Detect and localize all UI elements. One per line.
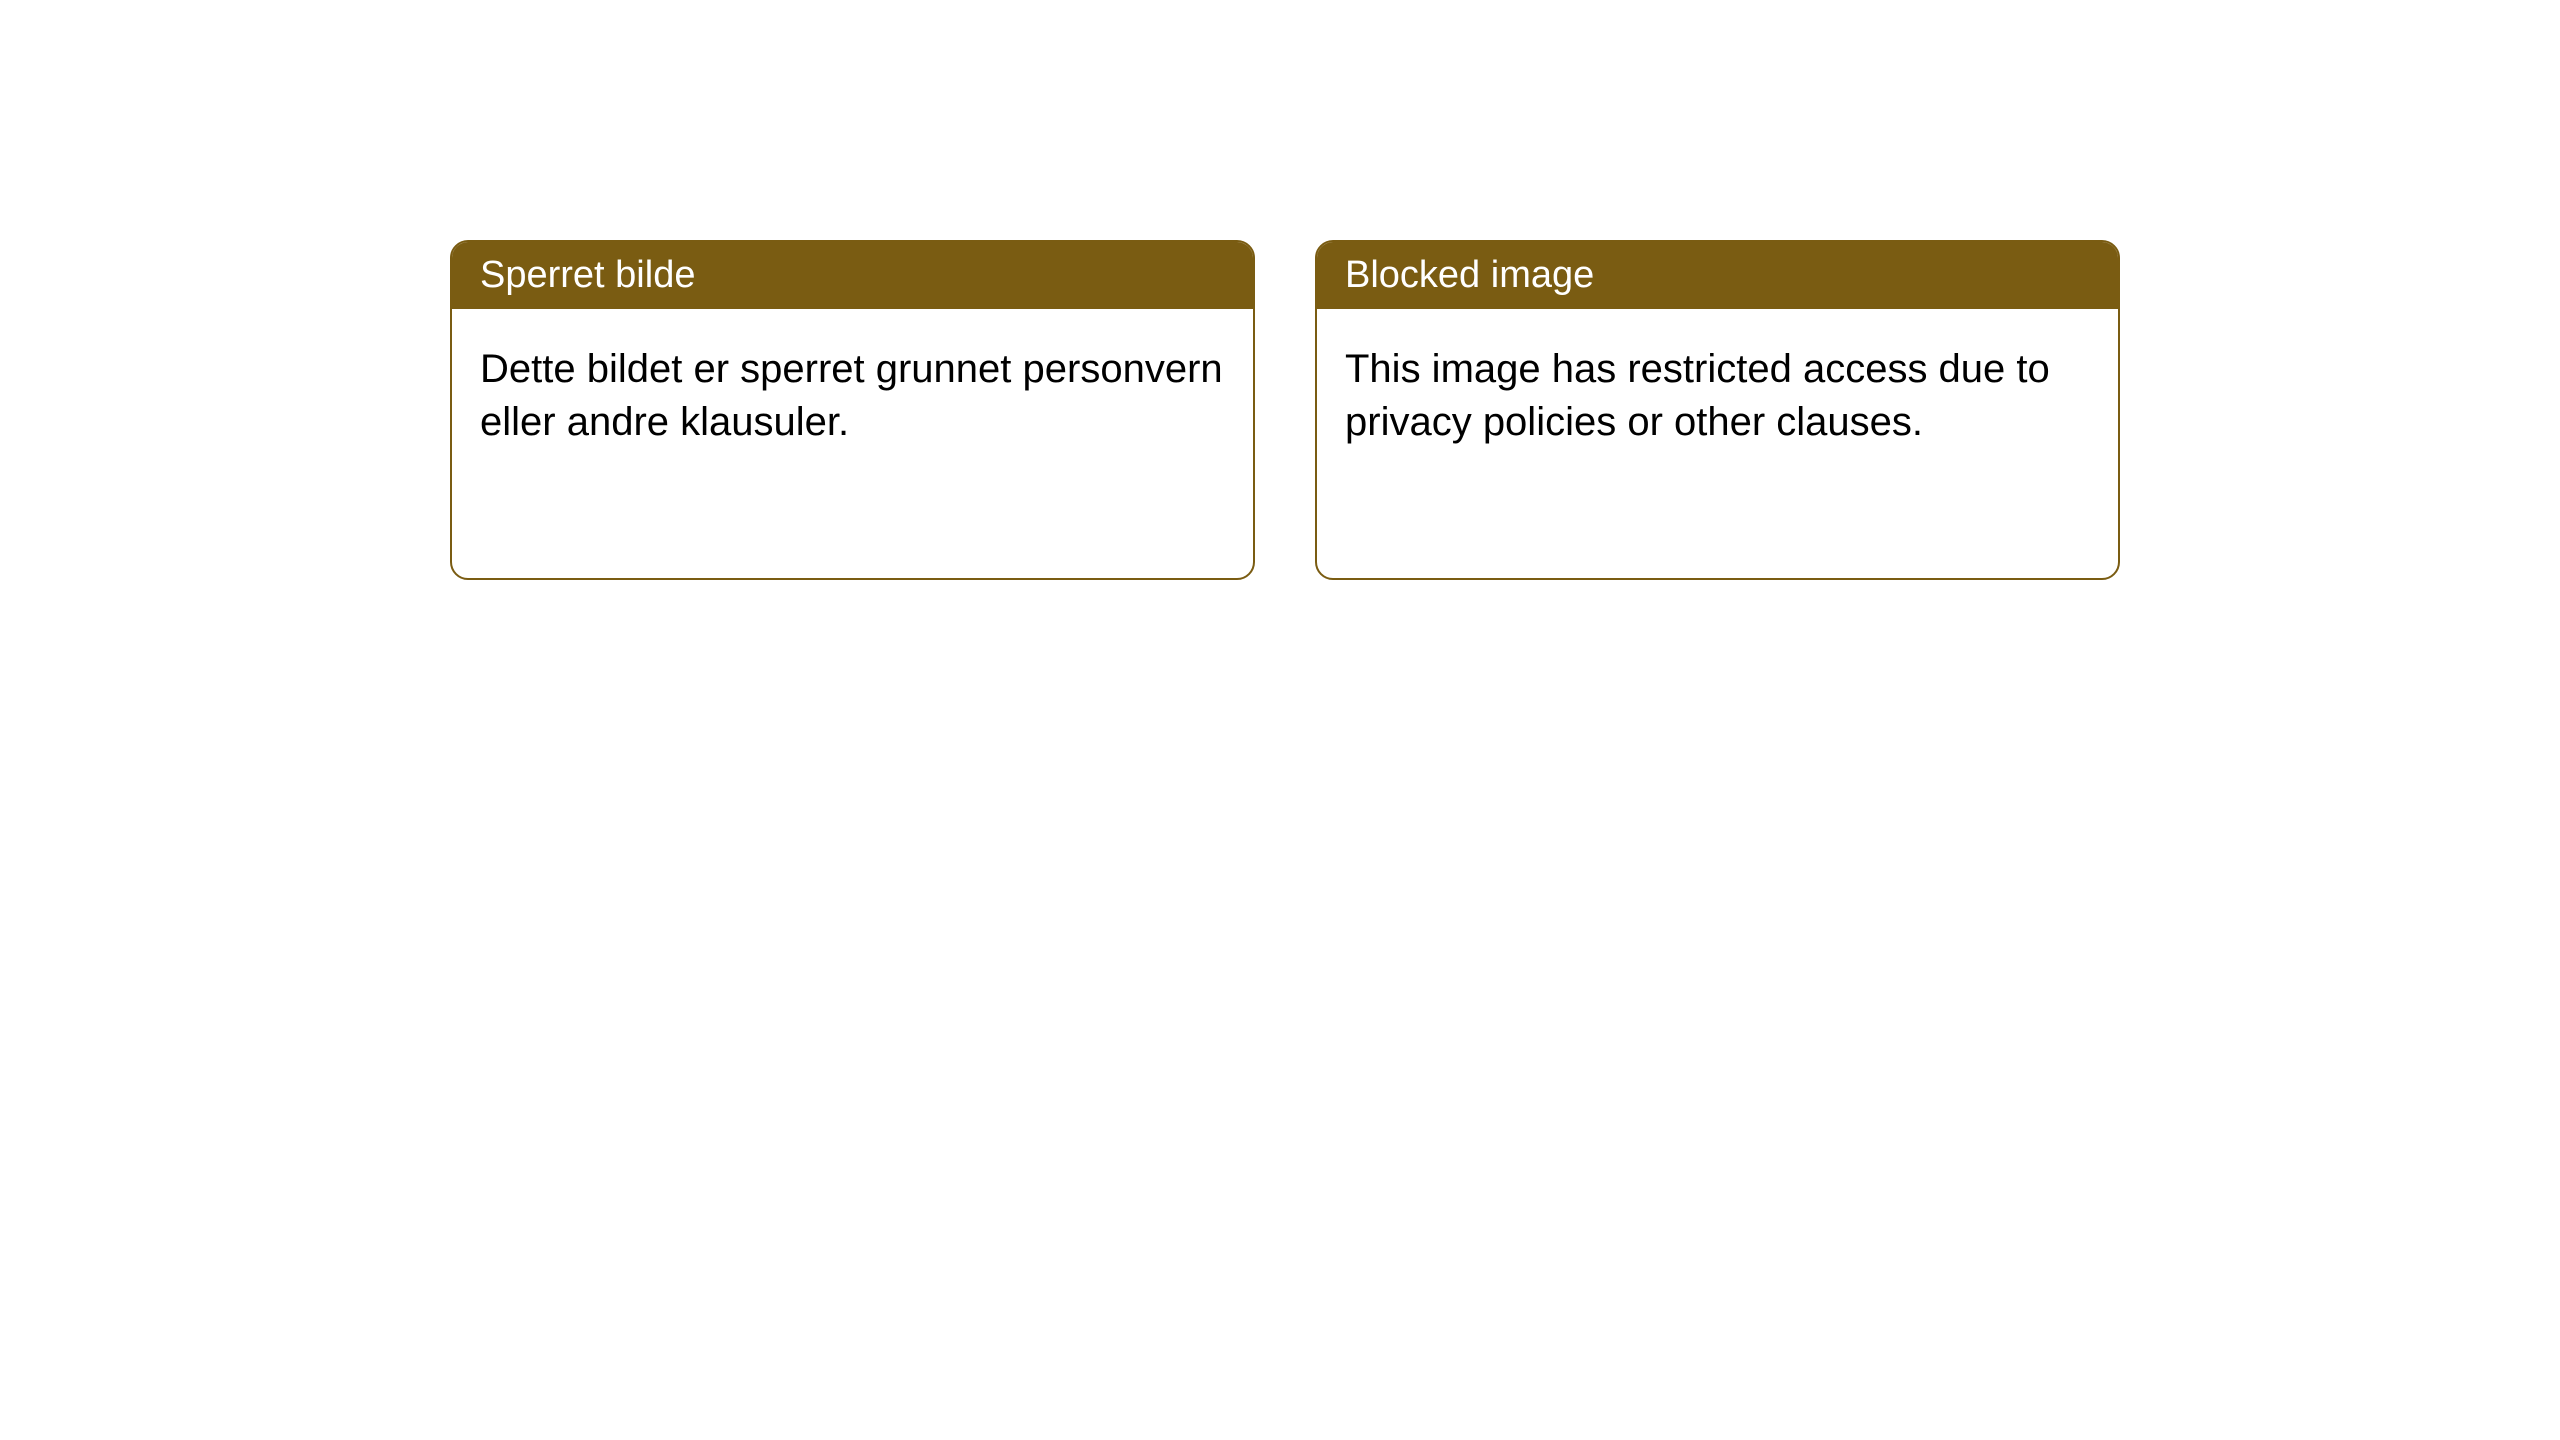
- notice-body-text: This image has restricted access due to …: [1345, 347, 2050, 444]
- notice-body: Dette bildet er sperret grunnet personve…: [452, 309, 1253, 483]
- notice-box-english: Blocked image This image has restricted …: [1315, 240, 2120, 580]
- notice-header: Blocked image: [1317, 242, 2118, 309]
- notice-body: This image has restricted access due to …: [1317, 309, 2118, 483]
- notice-title: Sperret bilde: [480, 254, 695, 296]
- notice-title: Blocked image: [1345, 254, 1594, 296]
- notice-body-text: Dette bildet er sperret grunnet personve…: [480, 347, 1223, 444]
- notice-header: Sperret bilde: [452, 242, 1253, 309]
- notice-box-norwegian: Sperret bilde Dette bildet er sperret gr…: [450, 240, 1255, 580]
- notices-container: Sperret bilde Dette bildet er sperret gr…: [450, 240, 2120, 580]
